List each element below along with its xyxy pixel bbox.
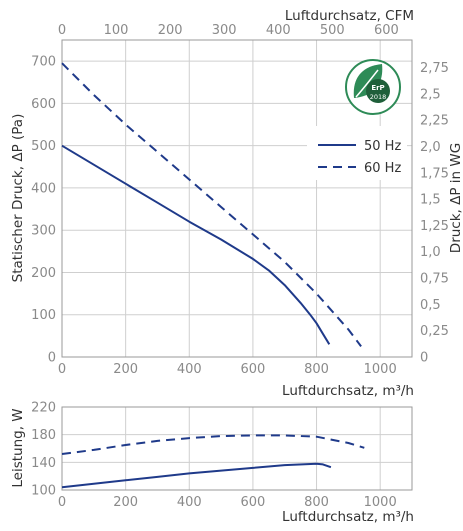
x-tick-label: 400 xyxy=(177,362,202,377)
y2-tick-label: 0,5 xyxy=(420,298,441,313)
y-tick-label: 220 xyxy=(31,401,56,416)
pressure-y-ticks: 0 100 200 300 400 500 600 700 xyxy=(31,55,56,366)
erp-badge-seal xyxy=(366,79,390,103)
erp-badge-label: ErP xyxy=(371,84,384,92)
x-tick-label: 200 xyxy=(113,362,138,377)
y-tick-label: 300 xyxy=(31,224,56,239)
x-tick-label: 600 xyxy=(240,495,265,510)
pressure-chart: 0 200 400 600 800 1000 0100200300400500600700… xyxy=(10,8,463,399)
x2-tick-label: 100 xyxy=(104,23,129,38)
power-y-axis-title: Leistung, W xyxy=(10,408,26,487)
x-axis-title: Luftdurchsatz, m³/h xyxy=(282,383,414,399)
y2-tick-label: 1,75 xyxy=(420,166,449,181)
x-tick-label: 800 xyxy=(304,495,329,510)
y2-tick-label: 0,25 xyxy=(420,324,449,339)
x2-tick-label: 600 xyxy=(374,23,399,38)
x-tick-label: 1000 xyxy=(364,362,397,377)
cfm-x2-ticks: 0 100 200 300 400 500 600 xyxy=(58,23,399,38)
x-tick-label: 0 xyxy=(58,495,66,510)
x-tick-label: 800 xyxy=(304,362,329,377)
power-chart-frame xyxy=(61,406,413,491)
y-axis-title: Statischer Druck, ΔP (Pa) xyxy=(10,114,26,283)
power-x-ticks: 0 200 400 600 800 1000 xyxy=(58,495,397,510)
y2-tick-label: 1,5 xyxy=(420,193,441,208)
y2-tick-label: 1,0 xyxy=(420,245,441,260)
x2-tick-label: 200 xyxy=(158,23,183,38)
wg-y2-ticks: 0 0,25 0,5 0,75 1,0 1,25 1,5 1,75 2,0 2,25 2,5 2,75 xyxy=(420,61,449,366)
legend-box xyxy=(307,126,407,180)
x-tick-label: 1000 xyxy=(364,495,397,510)
x-tick-label: 0 xyxy=(58,362,66,377)
series-line-50hz xyxy=(61,144,331,345)
power-chart: 0 200 400 600 800 1000 100 140 180 220 Luftdurch… xyxy=(10,401,414,526)
legend: 50 Hz 60 Hz xyxy=(307,126,407,180)
y-tick-label: 180 xyxy=(31,428,56,443)
y-tick-label: 400 xyxy=(31,181,56,196)
legend-label-50hz: 50 Hz xyxy=(364,139,401,154)
pressure-series xyxy=(61,62,362,348)
pressure-chart-frame xyxy=(61,39,413,358)
series-line-60hz xyxy=(61,62,362,348)
y-tick-label: 700 xyxy=(31,55,56,70)
y-tick-label: 140 xyxy=(31,456,56,471)
x2-tick-label: 300 xyxy=(212,23,237,38)
series-line-60hz xyxy=(61,434,365,455)
x2-tick-label: 500 xyxy=(320,23,345,38)
y-tick-label: 500 xyxy=(31,139,56,154)
erp-badge-year: 2018 xyxy=(370,93,387,101)
pressure-x-ticks: 0 200 400 600 800 1000 xyxy=(58,362,397,377)
y2-tick-label: 2,75 xyxy=(420,61,449,76)
legend-label-60hz: 60 Hz xyxy=(364,161,401,176)
erp-badge: ErP 2018 xyxy=(345,59,401,115)
y2-tick-label: 2,0 xyxy=(420,140,441,155)
y2-axis-title: Druck, ΔP in WG xyxy=(448,143,463,253)
series-line-50hz xyxy=(61,462,332,489)
x-tick-label: 200 xyxy=(113,495,138,510)
y-tick-label: 100 xyxy=(31,484,56,499)
y2-tick-label: 2,25 xyxy=(420,114,449,129)
y-tick-label: 200 xyxy=(31,266,56,281)
x2-axis-title: Luftdurchsatz, CFM xyxy=(285,8,414,24)
x2-tick-label: 0 xyxy=(58,23,66,38)
y2-tick-label: 0,75 xyxy=(420,272,449,287)
power-series xyxy=(61,434,365,489)
x-tick-label: 400 xyxy=(177,495,202,510)
y-tick-label: 100 xyxy=(31,308,56,323)
y-tick-label: 0 xyxy=(48,351,56,366)
y2-tick-label: 2,5 xyxy=(420,87,441,102)
y2-tick-label: 0 xyxy=(420,351,428,366)
y-tick-label: 600 xyxy=(31,97,56,112)
power-chart-grid xyxy=(62,407,412,490)
y2-tick-label: 1,25 xyxy=(420,219,449,234)
x2-tick-label: 400 xyxy=(266,23,291,38)
power-y-ticks: 100 140 180 220 xyxy=(31,401,56,499)
x-tick-label: 600 xyxy=(240,362,265,377)
power-x-axis-title: Luftdurchsatz, m³/h xyxy=(282,509,414,525)
leaf-vein-icon xyxy=(355,69,379,98)
